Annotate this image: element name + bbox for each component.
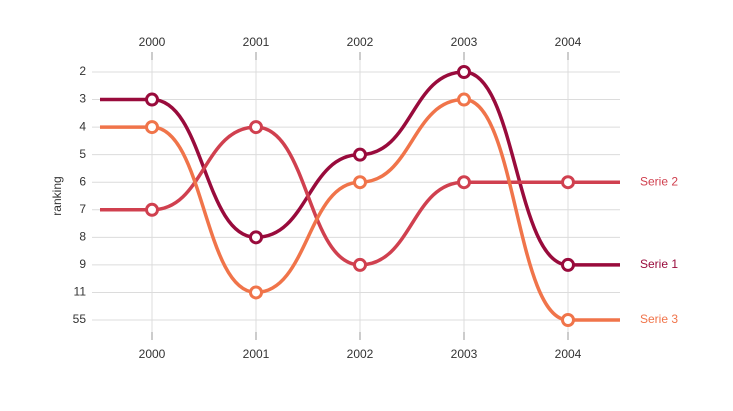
point bbox=[353, 147, 367, 162]
point bbox=[561, 313, 575, 327]
legend-label: Serie 1 bbox=[640, 257, 678, 271]
point bbox=[561, 257, 575, 272]
y-tick-label: 11 bbox=[74, 285, 87, 299]
point bbox=[249, 120, 263, 135]
point bbox=[353, 257, 367, 272]
point bbox=[249, 285, 263, 300]
point bbox=[145, 120, 159, 135]
legend-label: Serie 2 bbox=[640, 174, 678, 188]
x-tick-label: 2000 bbox=[139, 347, 166, 361]
x-tick-label-top: 2004 bbox=[555, 35, 582, 49]
point bbox=[457, 92, 471, 107]
y-tick-label: 5 bbox=[79, 147, 86, 161]
y-tick-label: 9 bbox=[79, 257, 86, 271]
x-tick-label: 2001 bbox=[243, 347, 270, 361]
point bbox=[561, 175, 575, 190]
point bbox=[145, 202, 159, 217]
y-tick-label: 2 bbox=[79, 64, 86, 78]
y-axis-label: ranking bbox=[50, 176, 64, 215]
y-tick-label: 4 bbox=[79, 119, 86, 133]
legend-label: Serie 3 bbox=[640, 312, 678, 326]
point bbox=[249, 230, 263, 245]
x-tick-label: 2002 bbox=[347, 347, 374, 361]
y-tick-label: 8 bbox=[79, 230, 86, 244]
y-tick-label: 55 bbox=[73, 312, 87, 326]
x-tick-label: 2004 bbox=[555, 347, 582, 361]
series-line bbox=[151, 125, 568, 267]
x-tick-label-top: 2002 bbox=[347, 35, 374, 49]
point bbox=[457, 65, 471, 79]
point bbox=[353, 175, 367, 190]
x-tick-label-top: 2001 bbox=[243, 35, 270, 49]
y-tick-label: 6 bbox=[79, 174, 86, 188]
y-tick-label: 7 bbox=[79, 202, 86, 216]
point bbox=[145, 92, 159, 107]
y-tick-label: 3 bbox=[79, 92, 86, 106]
x-tick-label: 2003 bbox=[451, 347, 478, 361]
x-tick-label-top: 2003 bbox=[451, 35, 478, 49]
point bbox=[457, 175, 471, 190]
x-tick-label-top: 2000 bbox=[139, 35, 166, 49]
